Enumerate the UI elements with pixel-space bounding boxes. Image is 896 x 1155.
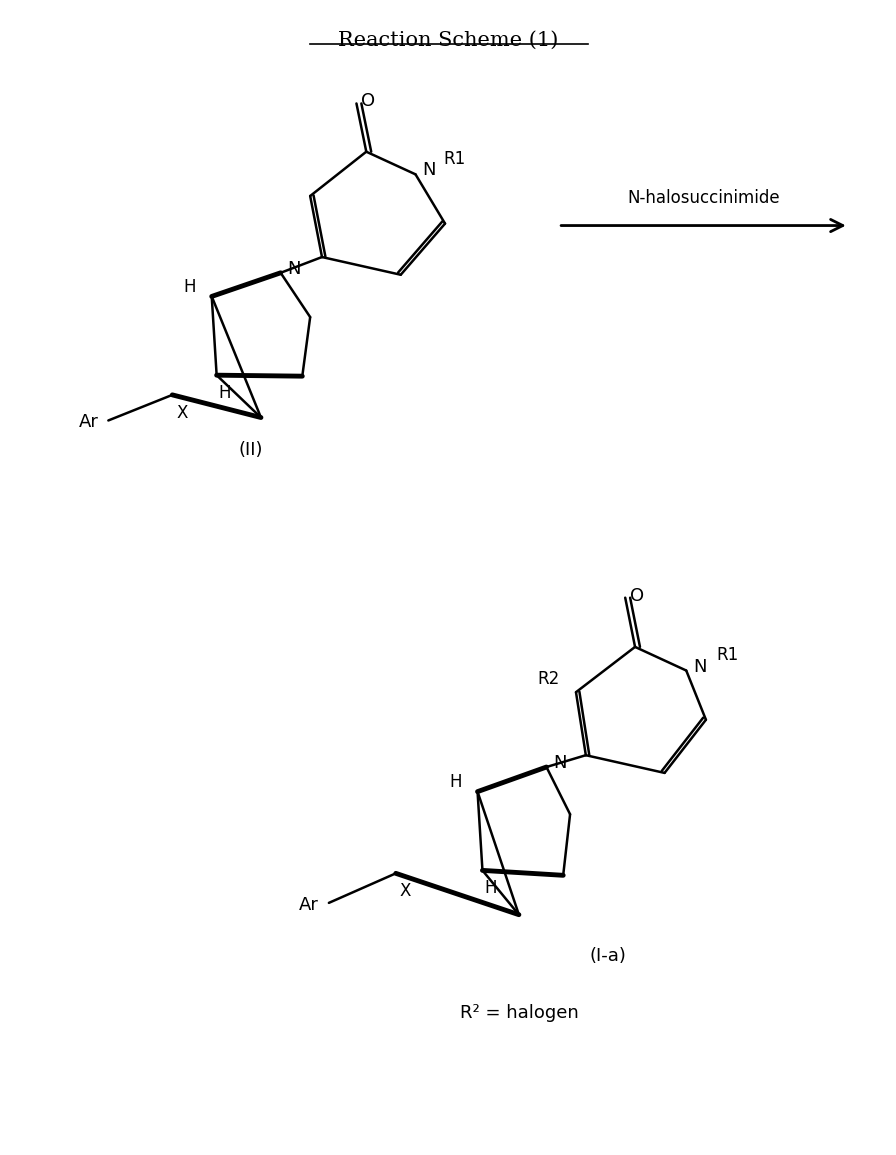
Text: R2: R2 (538, 670, 559, 688)
Text: N: N (554, 754, 567, 772)
Text: O: O (630, 587, 644, 605)
Text: H: H (219, 383, 231, 402)
Text: Reaction Scheme (1): Reaction Scheme (1) (338, 31, 558, 50)
Text: Ar: Ar (299, 896, 319, 914)
Text: X: X (177, 403, 188, 422)
Text: N: N (423, 162, 436, 179)
Text: H: H (484, 879, 496, 897)
Text: X: X (400, 882, 411, 900)
Text: R1: R1 (717, 646, 738, 664)
Text: N: N (694, 657, 707, 676)
Text: H: H (450, 773, 462, 791)
Text: R1: R1 (444, 150, 466, 167)
Text: N-halosuccinimide: N-halosuccinimide (627, 189, 780, 207)
Text: O: O (361, 92, 375, 111)
Text: Ar: Ar (79, 413, 99, 432)
Text: (I-a): (I-a) (589, 947, 626, 966)
Text: H: H (184, 277, 196, 296)
Text: (II): (II) (239, 441, 263, 459)
Text: R² = halogen: R² = halogen (460, 1004, 578, 1022)
Text: N: N (288, 260, 301, 278)
